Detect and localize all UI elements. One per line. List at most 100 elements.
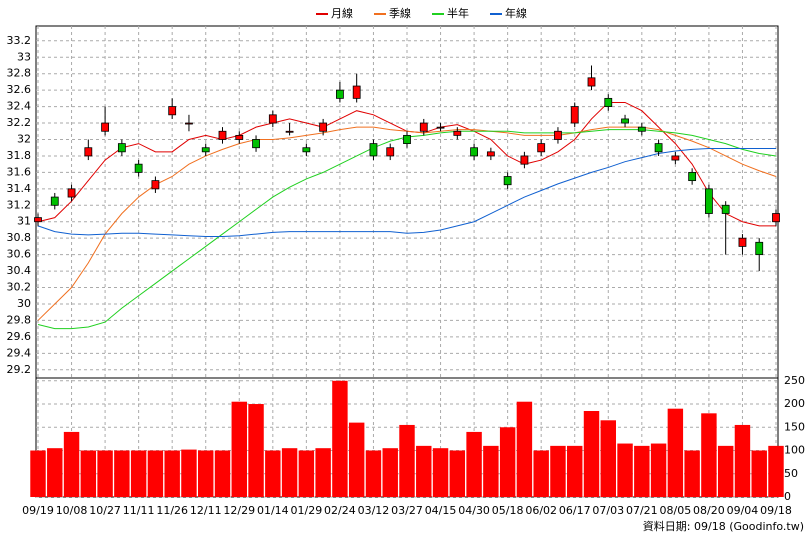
y-tick-label: 29.4 (7, 346, 32, 359)
x-tick-label: 07/21 (626, 504, 658, 517)
candle-body (268, 114, 277, 124)
legend-label: 月線 (331, 6, 353, 20)
candle-body (302, 147, 311, 153)
volume-bar (198, 450, 214, 497)
volume-bar (382, 448, 398, 497)
candle-body (84, 147, 93, 157)
y-tick-label: 31.8 (7, 149, 32, 162)
legend-label: 半年 (447, 6, 469, 20)
legend-label: 年線 (505, 6, 527, 20)
volume-tick-label: 50 (784, 467, 798, 480)
x-tick-label: 02/24 (324, 504, 356, 517)
volume-bar (701, 413, 717, 497)
volume-bar (114, 450, 130, 497)
volume-bar (449, 450, 466, 497)
candle-body (721, 204, 730, 214)
volume-bar (214, 450, 231, 497)
x-tick-label: 11/26 (156, 504, 188, 517)
candle-body (117, 143, 126, 153)
y-tick-label: 30.2 (7, 281, 32, 294)
candle-body (285, 130, 294, 133)
volume-bar (432, 448, 449, 497)
volume-bar (399, 424, 415, 497)
x-tick-label: 10/08 (56, 504, 88, 517)
candle-body (537, 143, 546, 153)
volume-bar (130, 450, 147, 497)
candle-body (101, 122, 109, 132)
ma-line (37, 126, 777, 321)
volume-bar (768, 445, 784, 497)
candle-body (470, 147, 478, 157)
volume-bar (164, 450, 180, 497)
volume-bar (281, 448, 298, 497)
y-tick-label: 32.2 (7, 116, 32, 129)
candle-body (185, 122, 193, 125)
y-tick-label: 32.8 (7, 67, 32, 80)
candle-body (671, 155, 680, 161)
candle-body (637, 126, 646, 132)
volume-bar (265, 450, 281, 497)
volume-bar (717, 445, 734, 497)
candle-body (369, 143, 378, 157)
candle-body (218, 130, 227, 140)
candle-body (621, 118, 629, 124)
candle-body (554, 130, 562, 140)
volume-bar (231, 401, 247, 497)
y-tick-label: 31 (17, 215, 31, 228)
volume-bar (583, 411, 600, 497)
candle-body (436, 126, 445, 129)
legend-label: 季線 (389, 6, 411, 20)
volume-bar (332, 380, 348, 497)
candle-body (419, 122, 428, 132)
candle-body (587, 77, 596, 87)
y-tick-label: 29.2 (7, 363, 32, 376)
volume-bar (567, 445, 583, 497)
x-tick-label: 12/11 (190, 504, 222, 517)
x-tick-label: 08/20 (693, 504, 725, 517)
candle-body (352, 85, 361, 99)
x-tick-label: 10/27 (89, 504, 121, 517)
candle-body (252, 139, 260, 149)
candle-body (403, 134, 411, 145)
candle-body (688, 171, 697, 182)
x-tick-label: 05/18 (492, 504, 524, 517)
x-tick-label: 08/05 (660, 504, 692, 517)
candle-body (67, 188, 76, 198)
x-tick-label: 04/15 (425, 504, 457, 517)
y-tick-label: 29.6 (7, 330, 32, 343)
x-tick-label: 06/17 (559, 504, 591, 517)
y-tick-label: 32.4 (7, 100, 32, 113)
volume-tick-label: 150 (784, 420, 805, 433)
y-tick-label: 31.2 (7, 198, 32, 211)
candle-body (235, 134, 244, 140)
y-tick-label: 30.4 (7, 264, 32, 277)
volume-bar (30, 450, 46, 497)
candle-body (570, 106, 579, 124)
volume-bar (751, 450, 767, 497)
x-tick-label: 04/30 (458, 504, 490, 517)
volume-bar (298, 450, 315, 497)
x-tick-label: 09/19 (22, 504, 54, 517)
candle-body (520, 155, 529, 165)
volume-bar (734, 424, 751, 497)
volume-bar (97, 450, 113, 497)
candle-body (336, 89, 344, 99)
candle-body (738, 237, 747, 247)
x-tick-label: 03/27 (391, 504, 423, 517)
candle-body (386, 147, 395, 157)
x-tick-label: 07/03 (592, 504, 624, 517)
candle-body (134, 163, 143, 173)
candle-body (705, 188, 713, 214)
x-tick-label: 03/12 (358, 504, 390, 517)
x-tick-label: 12/29 (223, 504, 255, 517)
volume-bar (600, 420, 616, 497)
volume-bar (315, 448, 331, 497)
y-tick-label: 30.8 (7, 231, 32, 244)
candle-body (151, 180, 160, 190)
volume-tick-label: 100 (784, 444, 805, 457)
y-tick-label: 30.6 (7, 248, 32, 261)
volume-bar (533, 450, 549, 497)
volume-bar (147, 450, 164, 497)
y-tick-label: 33 (17, 50, 31, 63)
